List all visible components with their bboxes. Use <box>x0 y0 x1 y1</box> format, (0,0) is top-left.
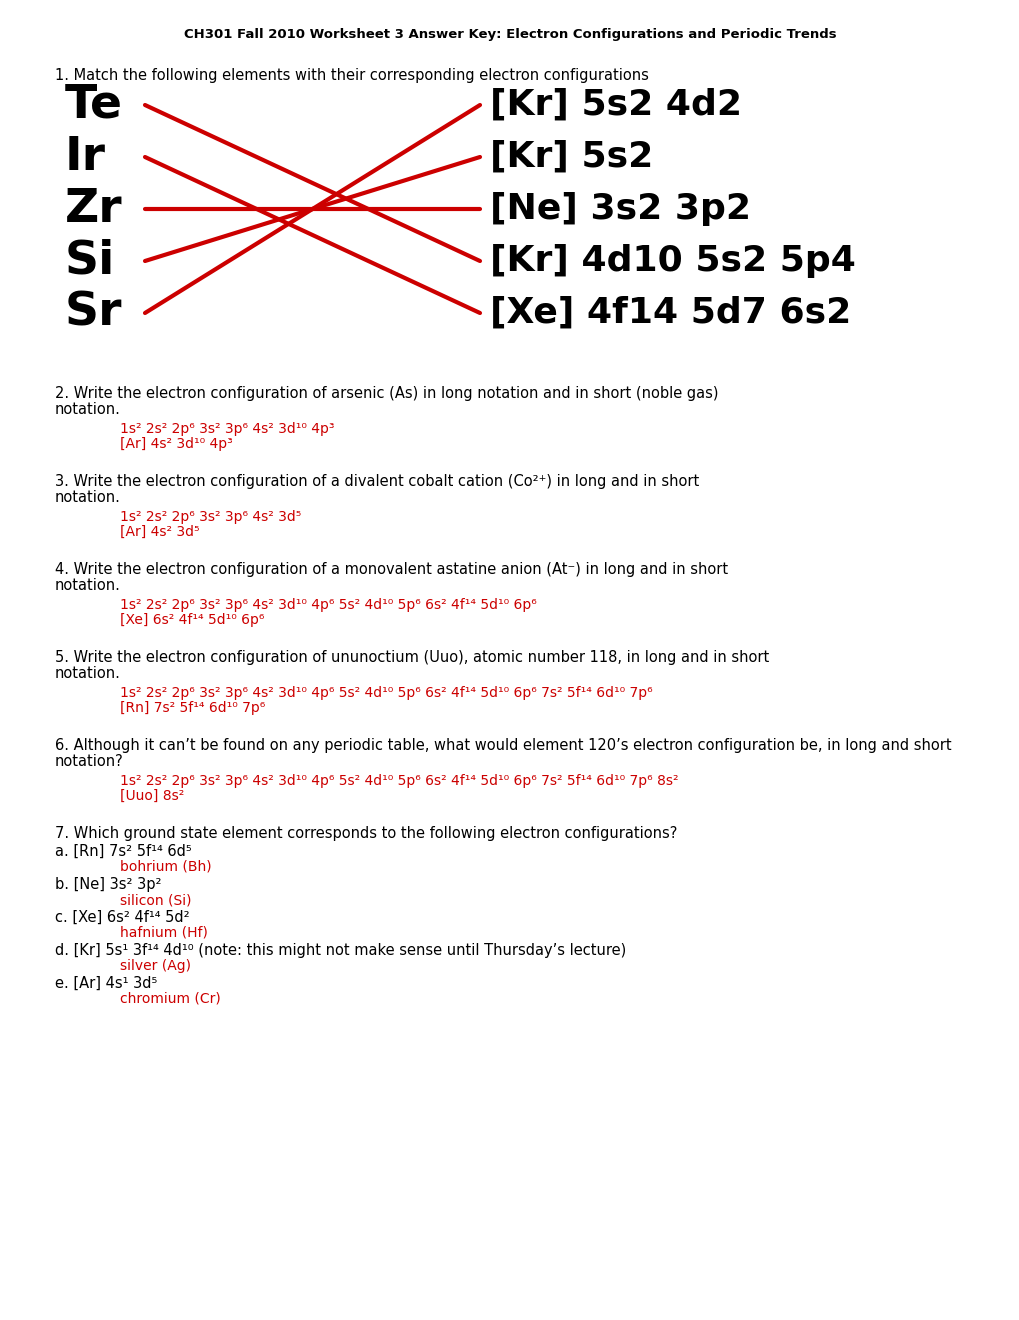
Text: Sr: Sr <box>65 290 122 335</box>
Text: 1s² 2s² 2p⁶ 3s² 3p⁶ 4s² 3d¹⁰ 4p³: 1s² 2s² 2p⁶ 3s² 3p⁶ 4s² 3d¹⁰ 4p³ <box>120 422 334 436</box>
Text: [Kr] 5s2 4d2: [Kr] 5s2 4d2 <box>489 88 741 121</box>
Text: b. [Ne] 3s² 3p²: b. [Ne] 3s² 3p² <box>55 876 161 892</box>
Text: [Xe] 6s² 4f¹⁴ 5d¹⁰ 6p⁶: [Xe] 6s² 4f¹⁴ 5d¹⁰ 6p⁶ <box>120 612 264 627</box>
Text: notation.: notation. <box>55 578 121 593</box>
Text: [Ar] 4s² 3d¹⁰ 4p³: [Ar] 4s² 3d¹⁰ 4p³ <box>120 437 232 451</box>
Text: 5. Write the electron configuration of ununoctium (Uuo), atomic number 118, in l: 5. Write the electron configuration of u… <box>55 649 768 665</box>
Text: notation.: notation. <box>55 667 121 681</box>
Text: notation?: notation? <box>55 754 123 770</box>
Text: 1. Match the following elements with their corresponding electron configurations: 1. Match the following elements with the… <box>55 69 648 83</box>
Text: a. [Rn] 7s² 5f¹⁴ 6d⁵: a. [Rn] 7s² 5f¹⁴ 6d⁵ <box>55 843 192 859</box>
Text: Si: Si <box>65 239 115 284</box>
Text: bohrium (Bh): bohrium (Bh) <box>120 861 211 874</box>
Text: [Uuo] 8s²: [Uuo] 8s² <box>120 789 184 803</box>
Text: Zr: Zr <box>65 186 122 231</box>
Text: 3. Write the electron configuration of a divalent cobalt cation (Co²⁺) in long a: 3. Write the electron configuration of a… <box>55 474 699 488</box>
Text: Te: Te <box>65 82 123 128</box>
Text: c. [Xe] 6s² 4f¹⁴ 5d²: c. [Xe] 6s² 4f¹⁴ 5d² <box>55 909 190 925</box>
Text: silver (Ag): silver (Ag) <box>120 960 191 973</box>
Text: [Rn] 7s² 5f¹⁴ 6d¹⁰ 7p⁶: [Rn] 7s² 5f¹⁴ 6d¹⁰ 7p⁶ <box>120 701 265 715</box>
Text: 2. Write the electron configuration of arsenic (As) in long notation and in shor: 2. Write the electron configuration of a… <box>55 385 717 401</box>
Text: chromium (Cr): chromium (Cr) <box>120 993 220 1006</box>
Text: 4. Write the electron configuration of a monovalent astatine anion (At⁻) in long: 4. Write the electron configuration of a… <box>55 562 728 577</box>
Text: [Kr] 5s2: [Kr] 5s2 <box>489 140 652 174</box>
Text: 6. Although it can’t be found on any periodic table, what would element 120’s el: 6. Although it can’t be found on any per… <box>55 738 951 752</box>
Text: [Xe] 4f14 5d7 6s2: [Xe] 4f14 5d7 6s2 <box>489 296 851 330</box>
Text: notation.: notation. <box>55 490 121 506</box>
Text: 1s² 2s² 2p⁶ 3s² 3p⁶ 4s² 3d¹⁰ 4p⁶ 5s² 4d¹⁰ 5p⁶ 6s² 4f¹⁴ 5d¹⁰ 6p⁶: 1s² 2s² 2p⁶ 3s² 3p⁶ 4s² 3d¹⁰ 4p⁶ 5s² 4d¹… <box>120 598 536 612</box>
Text: Ir: Ir <box>65 135 106 180</box>
Text: e. [Ar] 4s¹ 3d⁵: e. [Ar] 4s¹ 3d⁵ <box>55 975 157 991</box>
Text: 1s² 2s² 2p⁶ 3s² 3p⁶ 4s² 3d¹⁰ 4p⁶ 5s² 4d¹⁰ 5p⁶ 6s² 4f¹⁴ 5d¹⁰ 6p⁶ 7s² 5f¹⁴ 6d¹⁰ 7p: 1s² 2s² 2p⁶ 3s² 3p⁶ 4s² 3d¹⁰ 4p⁶ 5s² 4d¹… <box>120 774 678 788</box>
Text: CH301 Fall 2010 Worksheet 3 Answer Key: Electron Configurations and Periodic Tre: CH301 Fall 2010 Worksheet 3 Answer Key: … <box>183 28 836 41</box>
Text: hafnium (Hf): hafnium (Hf) <box>120 927 208 940</box>
Text: notation.: notation. <box>55 403 121 417</box>
Text: 1s² 2s² 2p⁶ 3s² 3p⁶ 4s² 3d¹⁰ 4p⁶ 5s² 4d¹⁰ 5p⁶ 6s² 4f¹⁴ 5d¹⁰ 6p⁶ 7s² 5f¹⁴ 6d¹⁰ 7p: 1s² 2s² 2p⁶ 3s² 3p⁶ 4s² 3d¹⁰ 4p⁶ 5s² 4d¹… <box>120 686 652 700</box>
Text: silicon (Si): silicon (Si) <box>120 894 192 907</box>
Text: [Ne] 3s2 3p2: [Ne] 3s2 3p2 <box>489 191 750 226</box>
Text: 1s² 2s² 2p⁶ 3s² 3p⁶ 4s² 3d⁵: 1s² 2s² 2p⁶ 3s² 3p⁶ 4s² 3d⁵ <box>120 510 301 524</box>
Text: [Ar] 4s² 3d⁵: [Ar] 4s² 3d⁵ <box>120 525 200 539</box>
Text: d. [Kr] 5s¹ 3f¹⁴ 4d¹⁰ (note: this might not make sense until Thursday’s lecture): d. [Kr] 5s¹ 3f¹⁴ 4d¹⁰ (note: this might … <box>55 942 626 958</box>
Text: [Kr] 4d10 5s2 5p4: [Kr] 4d10 5s2 5p4 <box>489 244 855 279</box>
Text: 7. Which ground state element corresponds to the following electron configuratio: 7. Which ground state element correspond… <box>55 826 677 841</box>
